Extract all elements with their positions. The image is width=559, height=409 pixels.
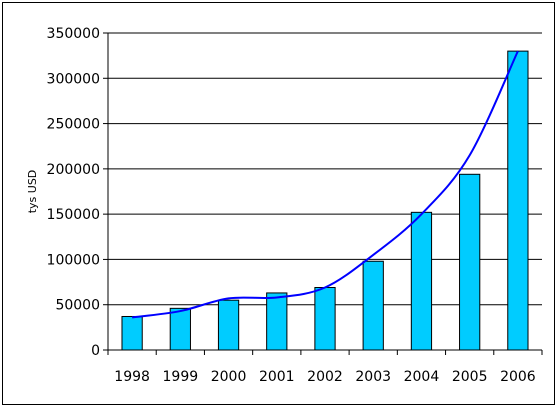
bar-1998 xyxy=(121,315,143,351)
bar-2005 xyxy=(459,173,481,351)
x-tick-label: 2001 xyxy=(259,369,295,385)
bar-1999 xyxy=(169,307,191,351)
y-tick-label: 100000 xyxy=(47,252,100,268)
y-tick-label: 300000 xyxy=(47,71,100,87)
bar-2003 xyxy=(362,260,384,351)
bar-2004 xyxy=(410,211,433,351)
x-tick-label: 2003 xyxy=(355,369,391,385)
y-tick-label: 150000 xyxy=(47,207,100,223)
y-axis-label: tys USD xyxy=(26,170,39,214)
y-tick-label: 200000 xyxy=(47,162,100,178)
x-tick-label: 2006 xyxy=(500,369,536,385)
x-tick-label: 2000 xyxy=(211,369,247,385)
trend-line xyxy=(131,50,519,319)
bar-2002 xyxy=(314,287,336,351)
y-tick-label: 350000 xyxy=(47,26,100,42)
y-tick-label: 250000 xyxy=(47,117,100,133)
x-tick-label: 1999 xyxy=(163,369,199,385)
y-tick-label: 50000 xyxy=(55,298,100,314)
x-tick-label: 2002 xyxy=(307,369,343,385)
x-tick-label: 2004 xyxy=(404,369,440,385)
x-tick-label: 1998 xyxy=(114,369,150,385)
x-tick-label: 2005 xyxy=(452,369,488,385)
bar-2006 xyxy=(507,50,529,351)
bar-2000 xyxy=(217,299,240,351)
y-tick-label: 0 xyxy=(91,343,100,359)
bar-2001 xyxy=(266,292,288,351)
